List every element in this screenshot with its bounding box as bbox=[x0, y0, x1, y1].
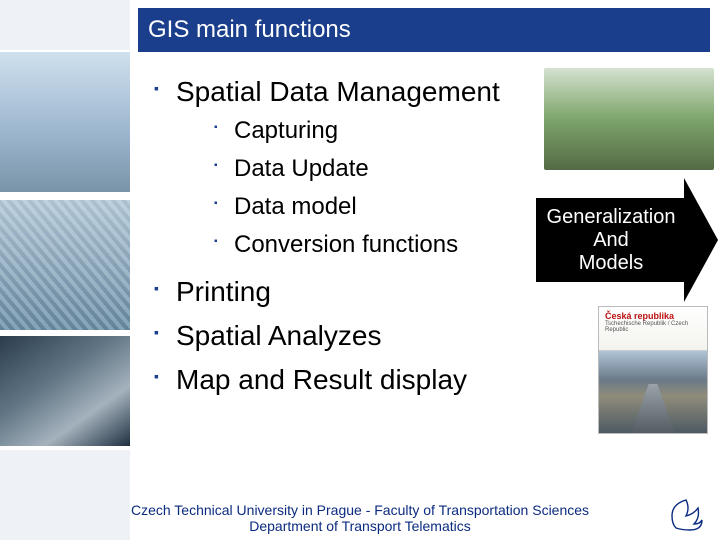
footer-line1: Czech Technical University in Prague - F… bbox=[0, 502, 720, 518]
book-header: Česká republika Tschechische Republik / … bbox=[599, 307, 707, 351]
right-graphic-group: Generalization And Models Česká republik… bbox=[534, 68, 716, 368]
arrow-body: Generalization And Models bbox=[536, 198, 686, 282]
arrow-head-icon bbox=[684, 178, 718, 302]
left-photo-3 bbox=[0, 336, 130, 446]
title-bar: GIS main functions bbox=[138, 8, 710, 52]
arrow-text-line3: Models bbox=[579, 252, 643, 275]
arrow-text-line1: Generalization bbox=[547, 206, 676, 229]
book-photo bbox=[599, 351, 707, 433]
left-image-strip bbox=[0, 0, 130, 540]
bullet-label: Spatial Data Management bbox=[176, 76, 500, 107]
left-photo-2 bbox=[0, 200, 130, 330]
footer-line2: Department of Transport Telematics bbox=[0, 518, 720, 534]
book-title: Česká republika bbox=[605, 311, 701, 321]
footer: Czech Technical University in Prague - F… bbox=[0, 502, 720, 534]
left-spacer-top bbox=[0, 0, 130, 50]
arrow-text-line2: And bbox=[593, 229, 629, 252]
book-subtitle: Tschechische Republik / Czech Republic bbox=[605, 321, 701, 333]
slide-title: GIS main functions bbox=[148, 16, 351, 44]
book-road-icon bbox=[631, 384, 674, 433]
university-logo-icon bbox=[666, 494, 706, 534]
left-photo-1 bbox=[0, 52, 130, 192]
aerial-photo bbox=[544, 68, 714, 170]
map-book-image: Česká republika Tschechische Republik / … bbox=[598, 306, 708, 434]
arrow-shape: Generalization And Models bbox=[534, 178, 716, 298]
